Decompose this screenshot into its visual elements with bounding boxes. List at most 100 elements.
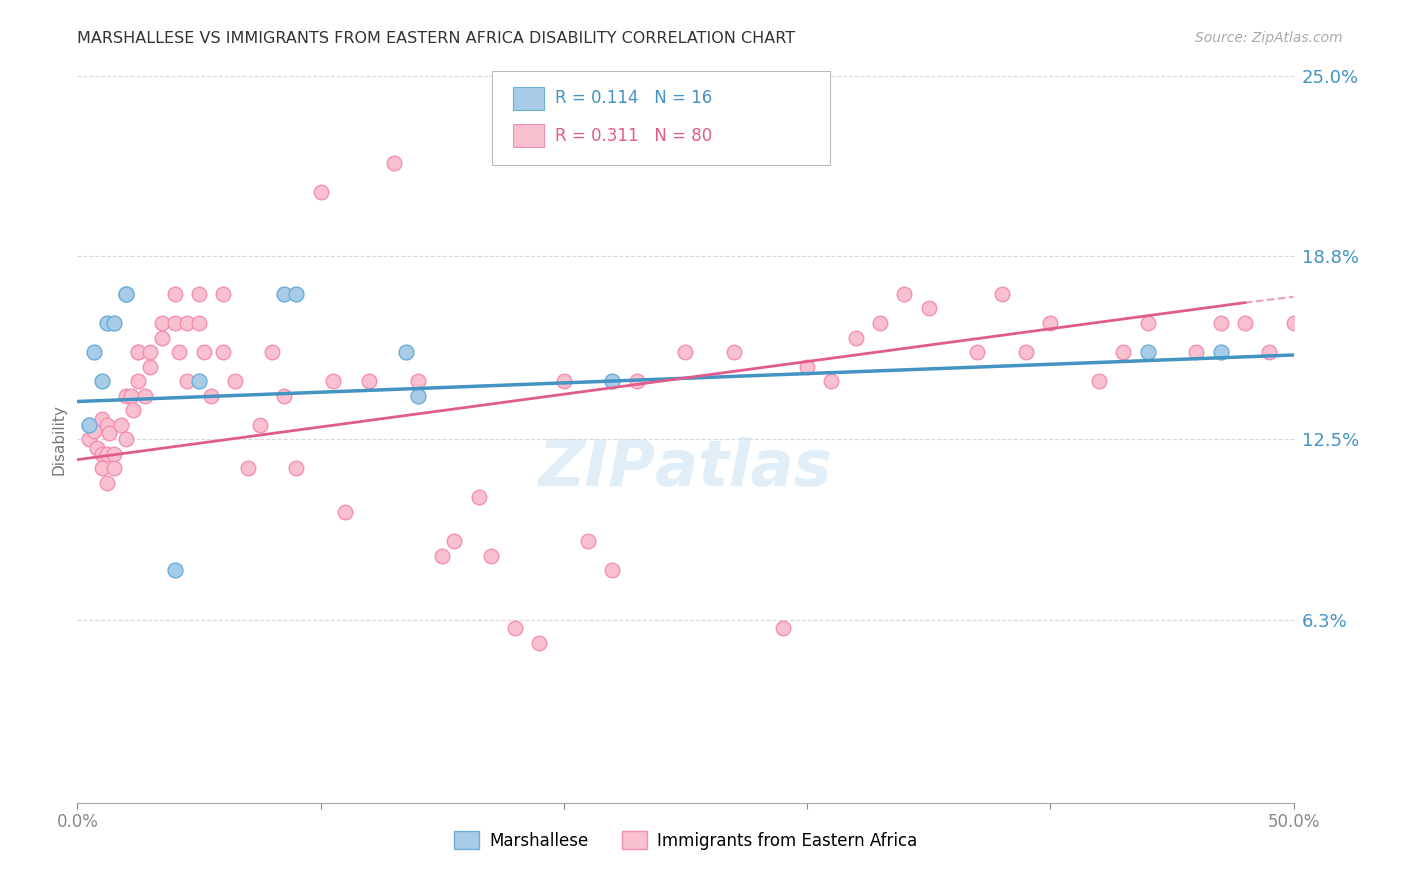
Point [236,461,259,475]
Point [127,345,149,359]
Point [193,345,215,359]
Point [249,417,271,432]
Point [260,345,283,359]
Point [529,636,551,650]
Point [675,345,697,359]
Point [553,374,575,388]
Point [224,374,246,388]
Point [127,374,149,388]
Point [602,563,624,577]
Text: ZIP​atlas: ZIP​atlas [538,437,832,500]
Text: Source: ZipAtlas.com: Source: ZipAtlas.com [1195,31,1343,45]
Point [1112,345,1135,359]
Point [96,475,118,490]
Point [139,345,162,359]
Point [723,345,745,359]
Point [127,345,149,359]
Point [83,345,105,359]
Point [115,432,138,446]
Point [163,316,186,330]
Point [406,389,429,403]
Point [86,441,108,455]
Point [626,374,648,388]
Point [115,389,138,403]
Point [479,549,502,563]
Point [83,424,105,438]
Point [110,417,132,432]
Point [1282,316,1305,330]
Point [990,287,1012,301]
Point [395,345,418,359]
Point [200,389,222,403]
Point [869,316,891,330]
Point [90,447,112,461]
Point [1209,316,1232,330]
Point [188,316,211,330]
Point [115,287,138,301]
Point [443,534,465,549]
Point [285,287,308,301]
Point [772,621,794,635]
Point [576,534,599,549]
Point [120,389,142,403]
Legend: Marshallese, Immigrants from Eastern Africa: Marshallese, Immigrants from Eastern Afr… [447,825,924,856]
Point [966,345,988,359]
Point [273,389,295,403]
Point [79,417,101,432]
Point [309,185,332,199]
Point [845,330,868,344]
Point [406,374,429,388]
Point [163,287,186,301]
Point [90,374,112,388]
Point [333,505,356,519]
Point [122,403,145,417]
Y-axis label: Disability: Disability [51,404,66,475]
Point [1088,374,1111,388]
Point [115,287,138,301]
Point [503,621,526,635]
Point [918,301,941,316]
Point [212,287,235,301]
Point [96,316,118,330]
Point [79,432,101,446]
Point [273,287,295,301]
Point [103,316,125,330]
Point [96,417,118,432]
Point [359,374,381,388]
Point [1039,316,1062,330]
Point [382,156,405,170]
Point [134,389,156,403]
Point [90,412,112,426]
Point [1209,345,1232,359]
Point [796,359,818,374]
Point [1136,316,1159,330]
Point [152,316,174,330]
Point [212,345,235,359]
Point [188,374,211,388]
Point [285,461,308,475]
Point [152,330,174,344]
Point [467,491,489,505]
Point [103,461,125,475]
Point [176,316,198,330]
Point [430,549,453,563]
Point [169,345,191,359]
Text: R = 0.311   N = 80: R = 0.311 N = 80 [555,127,713,145]
Point [820,374,842,388]
Point [188,287,211,301]
Point [96,447,118,461]
Point [103,447,125,461]
Point [90,461,112,475]
Point [79,417,101,432]
Point [893,287,915,301]
Point [139,359,162,374]
Text: R = 0.114   N = 16: R = 0.114 N = 16 [555,89,713,107]
Point [1136,345,1159,359]
Point [97,426,120,441]
Point [1015,345,1038,359]
Point [1185,345,1208,359]
Point [602,374,624,388]
Point [1258,345,1281,359]
Point [163,563,186,577]
Point [176,374,198,388]
